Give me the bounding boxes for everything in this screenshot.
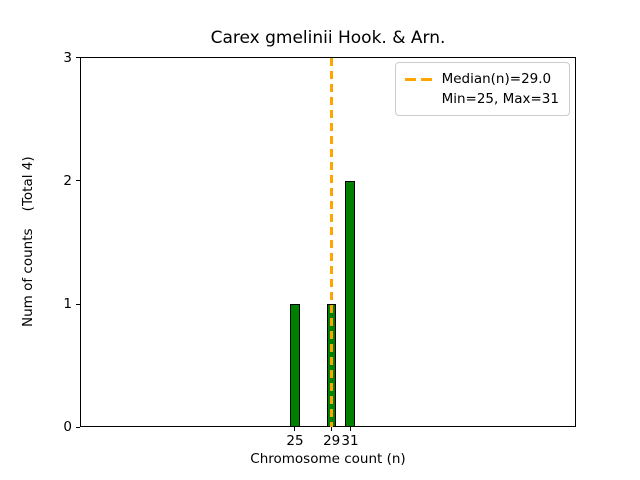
median-dashed-line-icon [404,77,432,81]
y-tick-1 [76,303,80,305]
y-tick-label-0: 0 [63,419,72,436]
bar-31 [345,180,355,428]
x-tick-29 [331,427,333,432]
chart-title: Carex gmelinii Hook. & Arn. [210,28,446,48]
y-tick-label-2: 2 [63,172,72,189]
legend-swatch-spacer [405,98,432,101]
x-axis-label: Chromosome count (n) [250,451,406,467]
x-tick-label-31: 31 [341,433,359,450]
y-tick-label-3: 3 [63,49,72,66]
x-tick-31 [349,427,351,432]
legend-label-median: Median(n)=29.0 [441,71,552,87]
legend-entry-minmax: Min=25, Max=31 [405,89,559,109]
y-tick-3 [76,57,80,59]
x-tick-25 [294,427,296,432]
legend: Median(n)=29.0 Min=25, Max=31 [394,62,570,116]
legend-label-minmax: Min=25, Max=31 [441,91,559,107]
median-line [330,57,334,428]
y-tick-label-1: 1 [63,296,72,312]
y-tick-0 [76,426,80,428]
x-tick-label-25: 25 [286,433,304,450]
x-tick-label-29: 29 [323,433,341,450]
y-axis-label: Num of counts (Total 4) [20,156,36,328]
bar-25 [290,304,300,428]
y-tick-2 [76,180,80,182]
legend-entry-median: Median(n)=29.0 [404,69,559,89]
